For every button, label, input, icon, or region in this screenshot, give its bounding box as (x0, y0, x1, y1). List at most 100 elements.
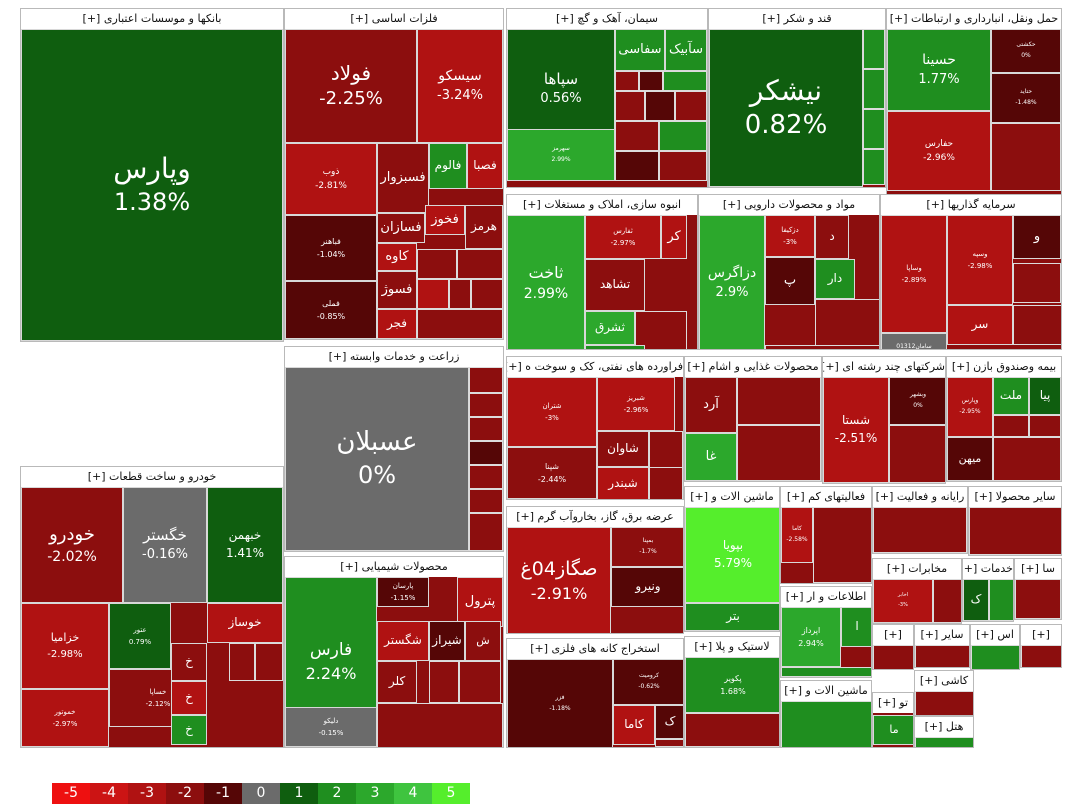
minor-stock-tile[interactable] (417, 249, 457, 279)
stock-tile[interactable]: پکویر 1.68% (685, 657, 779, 713)
sector-title[interactable]: سرمایه گذاریها [+] (881, 195, 1061, 215)
stock-tile[interactable]: خ (171, 643, 207, 681)
sector-title[interactable]: سایر محصولا [+] (969, 487, 1061, 507)
stock-tile[interactable]: فسوژ (377, 271, 417, 309)
sector-title[interactable]: قند و شکر [+] (709, 9, 885, 29)
minor-stock-tile[interactable] (915, 691, 973, 715)
minor-stock-tile[interactable] (991, 123, 1061, 191)
minor-stock-tile[interactable] (469, 367, 503, 393)
stock-tile[interactable]: خ (171, 715, 207, 745)
minor-stock-tile[interactable] (649, 431, 683, 471)
sector-11[interactable]: وساپا -2.89% وسپه -2.98% و شهر سر سامان013120.0… (880, 194, 1062, 350)
minor-stock-tile[interactable] (229, 643, 255, 681)
sector-7[interactable]: نیشکر 0.82% قند و شکر [+] (708, 8, 886, 188)
stock-tile[interactable]: سفاسی (615, 29, 665, 71)
stock-tile[interactable]: ک (655, 705, 683, 739)
stock-tile[interactable]: بپویا 5.79% (685, 507, 779, 603)
sector-title[interactable]: عرضه برق، گاز، بخاروآب گرم [+] (507, 507, 683, 527)
minor-stock-tile[interactable] (863, 149, 885, 185)
sector-6[interactable]: سپاها 0.56% سفاسی سآبیک سهرمز 2.99% سیمان، آهک… (506, 8, 708, 188)
stock-tile[interactable]: خ (171, 681, 207, 715)
minor-stock-tile[interactable] (989, 579, 1013, 621)
minor-stock-tile[interactable] (675, 91, 707, 121)
stock-tile[interactable]: اپرداز 2.94% (781, 607, 841, 667)
minor-stock-tile[interactable] (615, 151, 659, 181)
stock-tile[interactable]: ملت (993, 377, 1029, 415)
minor-stock-tile[interactable] (639, 71, 663, 91)
sector-31[interactable]: [+] (1020, 624, 1062, 668)
stock-tile[interactable]: سامان013120.02% (881, 333, 947, 349)
minor-stock-tile[interactable] (737, 425, 821, 481)
stock-tile[interactable]: بتر (685, 603, 779, 631)
minor-stock-tile[interactable] (993, 437, 1061, 481)
sector-13[interactable]: آرد غا محصولات غذایی و اشام [+] (684, 356, 822, 482)
stock-tile[interactable]: شپنا -2.44% (507, 447, 597, 499)
minor-stock-tile[interactable] (635, 311, 687, 349)
stock-tile[interactable]: پارسان -1.15% (377, 577, 429, 607)
stock-tile[interactable]: فباهنر -1.04% (285, 215, 377, 281)
minor-stock-tile[interactable] (915, 645, 969, 667)
sector-title[interactable]: ماشین الات و [+] (685, 487, 779, 507)
stock-tile[interactable]: صگاز04غ -2.91% (507, 527, 611, 633)
sector-23[interactable]: رایانه و فعالیت [+] (872, 486, 968, 554)
stock-tile[interactable]: شهر (1061, 215, 1062, 263)
stock-tile[interactable]: شاوان (597, 431, 649, 467)
stock-tile[interactable]: پ (765, 257, 815, 305)
stock-tile[interactable]: کاما -2.58% (781, 507, 813, 563)
sector-10[interactable]: دزاگرس 2.9% دزکیفا -3% د پ دار مواد و محصولات د… (698, 194, 880, 350)
stock-tile[interactable]: کاما (613, 705, 655, 745)
sector-title[interactable]: هتل [+] (915, 717, 973, 737)
stock-tile[interactable]: عسبلان 0% (285, 367, 469, 551)
sector-title[interactable]: سیمان، آهک و گچ [+] (507, 9, 707, 29)
sector-title[interactable]: [+] (1021, 625, 1061, 645)
minor-stock-tile[interactable] (471, 279, 503, 309)
minor-stock-tile[interactable] (417, 309, 503, 339)
minor-stock-tile[interactable] (663, 71, 707, 91)
stock-tile[interactable]: حفارس -2.96% (887, 111, 991, 191)
minor-stock-tile[interactable] (615, 71, 639, 91)
stock-tile[interactable]: ثمسکن (585, 345, 645, 349)
stock-tile[interactable]: شستا -2.51% (823, 377, 889, 483)
sector-3[interactable]: فولاد -2.25% سیسکو -3.24% ذوب -2.81% فباهنر -1.… (284, 8, 504, 340)
stock-tile[interactable]: سآبیک (665, 29, 707, 71)
sector-34[interactable]: هتل [+] (914, 716, 974, 748)
minor-stock-tile[interactable] (933, 579, 961, 623)
stock-tile[interactable]: ما (873, 715, 913, 745)
stock-tile[interactable]: دزاگرس 2.9% (699, 215, 765, 349)
sector-title[interactable]: شرکتهای چند رشته ای [+] (823, 357, 945, 377)
minor-stock-tile[interactable] (863, 109, 885, 149)
minor-stock-tile[interactable] (417, 279, 449, 309)
minor-stock-tile[interactable] (377, 703, 503, 747)
minor-stock-tile[interactable] (1021, 645, 1061, 667)
sector-title[interactable]: محصولات غذایی و اشام [+] (685, 357, 821, 377)
sector-title[interactable]: بانکها و موسسات اعتباری [+] (21, 9, 283, 29)
sector-title[interactable]: تو [+] (873, 693, 913, 713)
stock-tile[interactable]: شیراز (429, 621, 465, 661)
minor-stock-tile[interactable] (873, 645, 913, 669)
sector-title[interactable]: اس [+] (971, 625, 1019, 645)
minor-stock-tile[interactable] (449, 279, 471, 309)
stock-tile[interactable]: فخوز (425, 205, 465, 235)
stock-tile[interactable]: وپارس -2.95% (947, 377, 993, 437)
stock-tile[interactable]: پترول (457, 577, 503, 627)
stock-tile[interactable]: وسپه -2.98% (947, 215, 1013, 305)
stock-tile[interactable]: ثاخت 2.99% (507, 215, 585, 349)
minor-stock-tile[interactable] (1013, 263, 1061, 303)
stock-tile[interactable]: وساپا -2.89% (881, 215, 947, 333)
minor-stock-tile[interactable] (615, 121, 659, 151)
minor-stock-tile[interactable] (659, 121, 707, 151)
minor-stock-tile[interactable] (889, 425, 945, 483)
stock-tile[interactable]: کرومیت -0.62% (613, 659, 683, 705)
stock-tile[interactable]: وبشهر 0% (889, 377, 945, 425)
sector-title[interactable]: حمل ونقل، انبارداری و ارتباطات [+] (887, 9, 1061, 29)
stock-tile[interactable]: عتور 0.79% (109, 603, 171, 669)
minor-stock-tile[interactable] (685, 713, 779, 747)
minor-stock-tile[interactable] (615, 91, 645, 121)
sector-19[interactable]: پکویر 1.68% لاستیک و پلا [+] (684, 636, 780, 748)
stock-tile[interactable]: حتاید -1.48% (991, 73, 1061, 123)
minor-stock-tile[interactable] (1061, 263, 1062, 303)
stock-tile[interactable]: ونیرو (611, 567, 683, 607)
sector-22[interactable]: ماشین الات و [+] (780, 680, 872, 748)
stock-tile[interactable]: فسازان (377, 213, 425, 243)
stock-tile[interactable]: دلیکو -0.15% (285, 707, 377, 747)
